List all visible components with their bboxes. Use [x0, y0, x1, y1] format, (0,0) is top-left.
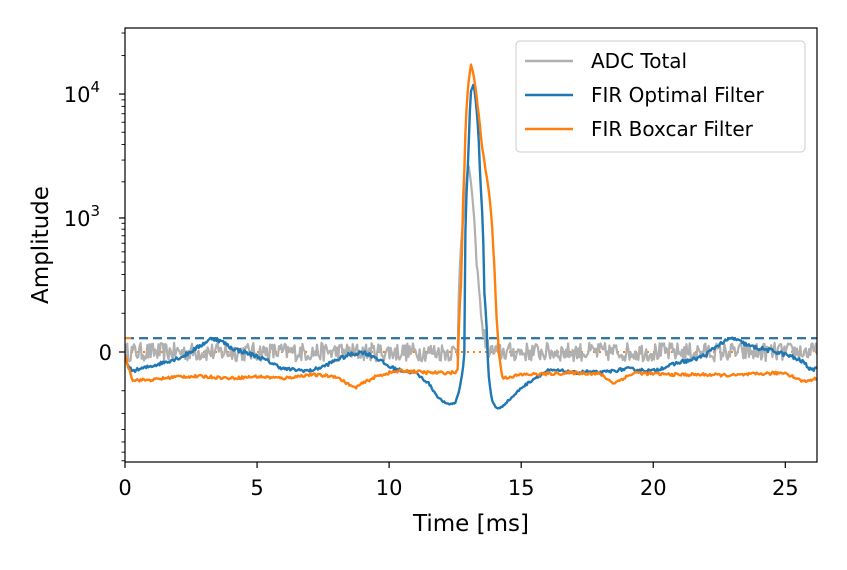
legend-label: ADC Total [591, 49, 687, 73]
fir-boxcar-filter-line [125, 63, 817, 390]
series-layer [125, 63, 817, 410]
y-tick-label: 104 [64, 78, 100, 107]
legend-label: FIR Boxcar Filter [591, 117, 754, 141]
x-tick-label: 15 [508, 476, 535, 500]
x-tick-label: 25 [772, 476, 799, 500]
x-axis-label: Time [ms] [412, 511, 529, 537]
legend-adc-total: ADC Total [525, 49, 687, 73]
legend: ADC Total FIR Optimal Filter FIR Boxcar Fi… [515, 40, 806, 153]
legend-box [515, 40, 806, 153]
fir-optimal-filter-line [125, 83, 817, 410]
x-tick-label: 0 [118, 476, 131, 500]
legend-fir-optimal: FIR Optimal Filter [525, 83, 764, 107]
legend-fir-boxcar: FIR Boxcar Filter [525, 117, 754, 141]
y-tick-label: 0 [99, 341, 112, 365]
tick-layer: 0 5 10 15 20 25 0 103 104 [64, 32, 799, 500]
y-tick-label: 103 [64, 202, 100, 231]
plot-frame [124, 27, 818, 463]
y-axis-label: Amplitude [28, 186, 54, 304]
x-tick-label: 5 [250, 476, 263, 500]
x-tick-label: 10 [376, 476, 403, 500]
legend-label: FIR Optimal Filter [591, 83, 764, 107]
x-tick-label: 20 [640, 476, 667, 500]
